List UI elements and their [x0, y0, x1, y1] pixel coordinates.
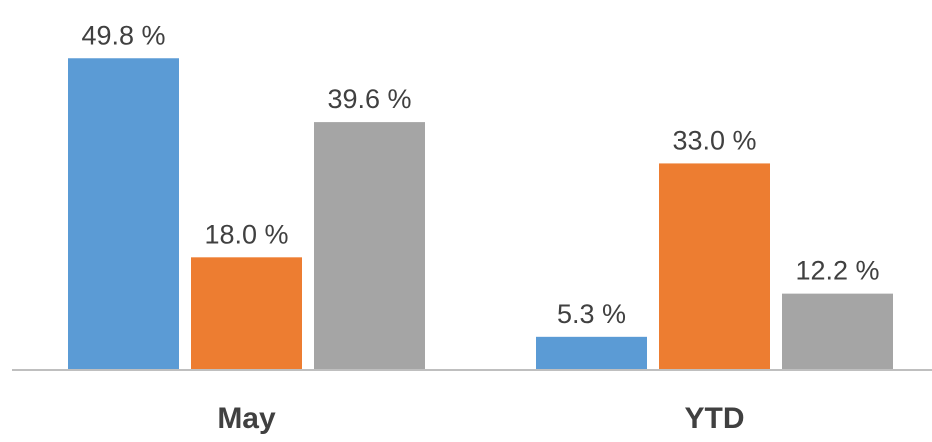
bar-ytd-2: [659, 163, 770, 370]
data-label-ytd-1: 5.3 %: [557, 299, 626, 329]
bar-ytd-3: [782, 293, 893, 370]
data-label-ytd-2: 33.0 %: [672, 125, 756, 155]
bars-group: [68, 58, 893, 370]
data-label-may-1: 49.8 %: [81, 20, 165, 50]
bar-may-2: [191, 257, 302, 370]
category-label-may: May: [217, 402, 276, 435]
category-label-ytd: YTD: [685, 402, 745, 435]
data-label-may-3: 39.6 %: [327, 84, 411, 114]
bar-may-3: [314, 122, 425, 370]
category-labels-group: May YTD: [217, 402, 744, 435]
bar-ytd-1: [536, 336, 647, 370]
data-label-may-2: 18.0 %: [204, 219, 288, 249]
bar-may-1: [68, 58, 179, 370]
data-label-ytd-3: 12.2 %: [795, 256, 879, 286]
data-labels-group: 49.8 % 18.0 % 39.6 % 5.3 % 33.0 % 12.2 %: [81, 20, 879, 329]
